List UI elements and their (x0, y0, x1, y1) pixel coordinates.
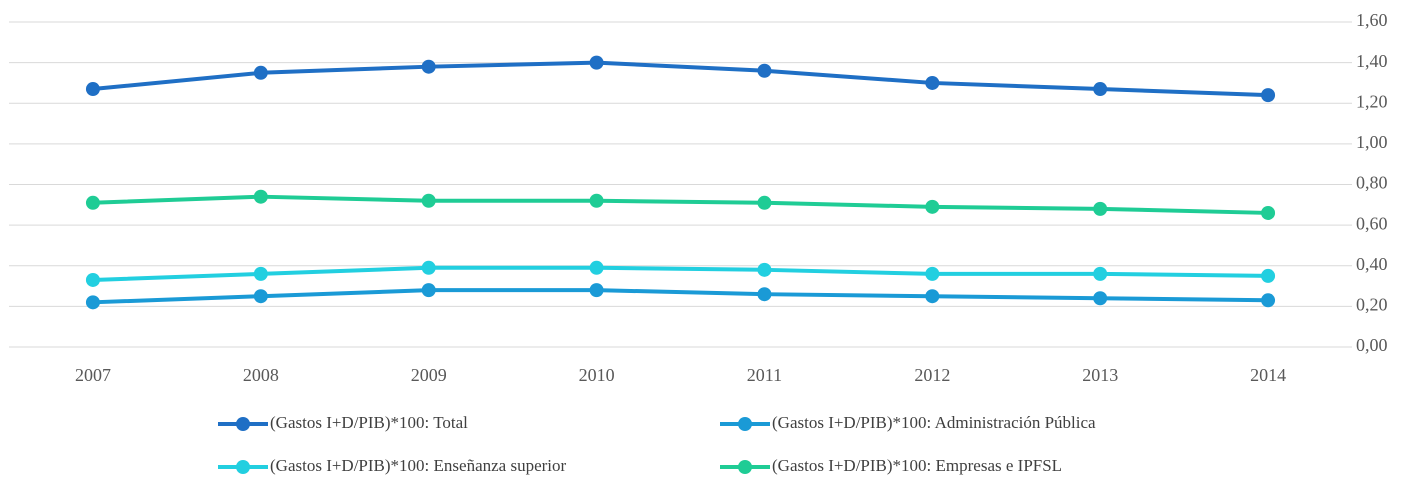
data-point (757, 262, 772, 277)
data-point (85, 272, 100, 287)
x-tick-label: 2010 (579, 365, 615, 385)
data-point (421, 59, 436, 74)
data-point (421, 283, 436, 298)
legend-entry: (Gastos I+D/PIB)*100: Empresas e IPFSL (720, 456, 1062, 475)
legend-marker (236, 417, 250, 431)
data-point (757, 63, 772, 78)
y-tick-label: 0,00 (1356, 335, 1388, 355)
legend-entry: (Gastos I+D/PIB)*100: Total (218, 413, 468, 432)
data-point (1093, 201, 1108, 216)
data-point (85, 82, 100, 97)
series-line (92, 288, 1269, 305)
legend-label: (Gastos I+D/PIB)*100: Enseñanza superior (270, 456, 567, 475)
data-point (85, 295, 100, 310)
y-tick-label: 0,40 (1356, 254, 1388, 274)
data-point (421, 260, 436, 275)
data-point (421, 193, 436, 208)
data-point (925, 199, 940, 214)
x-tick-label: 2011 (747, 365, 782, 385)
series-line (92, 265, 1269, 282)
data-point (1261, 293, 1276, 308)
y-tick-label: 1,00 (1356, 132, 1388, 152)
data-point (253, 266, 268, 281)
data-point (589, 55, 604, 70)
data-point (589, 193, 604, 208)
data-point (925, 266, 940, 281)
legend-entry: (Gastos I+D/PIB)*100: Administración Púb… (720, 413, 1096, 432)
legend-marker (738, 460, 752, 474)
y-tick-label: 1,40 (1356, 51, 1388, 71)
legend-label: (Gastos I+D/PIB)*100: Total (270, 413, 468, 432)
x-tick-label: 2013 (1082, 365, 1118, 385)
data-point (589, 283, 604, 298)
y-tick-label: 0,80 (1356, 173, 1388, 193)
legend-label: (Gastos I+D/PIB)*100: Administración Púb… (772, 413, 1096, 432)
legend-label: (Gastos I+D/PIB)*100: Empresas e IPFSL (772, 456, 1062, 475)
y-tick-label: 0,20 (1356, 295, 1388, 315)
y-tick-label: 1,60 (1356, 10, 1388, 30)
data-point (1261, 88, 1276, 103)
x-tick-label: 2007 (75, 365, 111, 385)
data-point (925, 75, 940, 90)
data-point (253, 189, 268, 204)
series-line (92, 60, 1269, 98)
data-point (1261, 205, 1276, 220)
y-tick-label: 1,20 (1356, 91, 1388, 111)
data-point (253, 65, 268, 80)
data-point (757, 287, 772, 302)
legend: (Gastos I+D/PIB)*100: Total (Gastos I+D/P… (218, 413, 1096, 475)
legend-marker (738, 417, 752, 431)
data-point (589, 260, 604, 275)
data-point (253, 289, 268, 304)
data-point (1093, 266, 1108, 281)
legend-entry: (Gastos I+D/PIB)*100: Enseñanza superior (218, 456, 567, 475)
y-tick-label: 0,60 (1356, 213, 1388, 233)
data-point (925, 289, 940, 304)
x-tick-label: 2012 (914, 365, 950, 385)
data-point (1261, 268, 1276, 283)
x-tick-label: 2014 (1250, 365, 1286, 385)
data-point (1093, 82, 1108, 97)
data-point (1093, 291, 1108, 306)
x-tick-label: 2009 (411, 365, 447, 385)
data-point (757, 195, 772, 210)
series-line (92, 194, 1269, 215)
legend-marker (236, 460, 250, 474)
x-tick-label: 2008 (243, 365, 279, 385)
data-point (85, 195, 100, 210)
